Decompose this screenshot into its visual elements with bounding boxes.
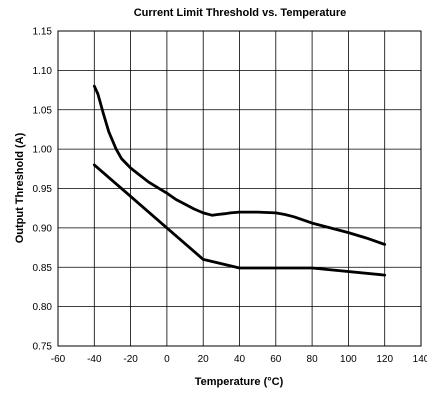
- x-tick-labels: -60 -40 -20 0 20 40 60 80 100 120 140: [51, 354, 427, 365]
- x-tick-label: -60: [51, 354, 66, 365]
- y-tick-label: 1.15: [33, 27, 53, 38]
- x-tick-label: 40: [234, 354, 246, 365]
- grid: [57, 30, 422, 347]
- chart-title: Current Limit Threshold vs. Temperature: [134, 7, 347, 19]
- x-tick-label: -20: [123, 354, 138, 365]
- y-tick-label: 1.00: [33, 145, 53, 156]
- x-tick-label: -40: [87, 354, 102, 365]
- y-tick-label: 0.85: [33, 263, 53, 274]
- y-tick-label: 0.95: [33, 184, 53, 195]
- y-tick-label: 0.90: [33, 223, 53, 234]
- y-tick-label: 0.75: [33, 342, 53, 353]
- y-tick-labels: 0.75 0.80 0.85 0.90 0.95 1.00 1.05 1.10 1.15: [33, 27, 53, 353]
- x-tick-label: 60: [270, 354, 282, 365]
- x-axis-title: Temperature (°C): [195, 376, 284, 388]
- x-tick-label: 100: [340, 354, 357, 365]
- x-tick-label: 140: [413, 354, 427, 365]
- y-tick-label: 0.80: [33, 302, 53, 313]
- y-tick-label: 1.10: [33, 66, 53, 77]
- plot-frame: [57, 30, 422, 347]
- x-tick-label: 0: [164, 354, 170, 365]
- x-tick-label: 20: [198, 354, 210, 365]
- series-layer: [92, 84, 387, 277]
- y-tick-label: 1.05: [33, 105, 53, 116]
- series-line-2: [92, 163, 387, 277]
- y-axis-title: Output Threshold (A): [14, 132, 26, 243]
- x-tick-label: 80: [307, 354, 319, 365]
- series-line-1: [92, 84, 387, 246]
- x-tick-label: 120: [376, 354, 393, 365]
